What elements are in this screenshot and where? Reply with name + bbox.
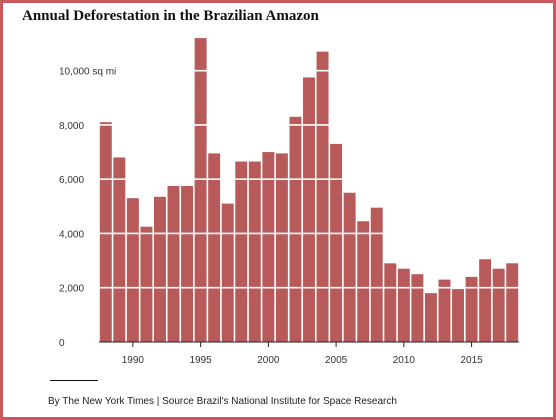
bar-1996 [208,153,221,342]
bar-2012 [424,293,437,342]
bar-2004 [316,51,329,342]
x-tick-label-2005: 2005 [325,355,348,366]
bar-2018 [506,263,519,342]
credit-rule [50,380,98,381]
y-tick-label-10000: 10,000 sq mi [59,67,116,78]
bar-2010 [397,268,410,342]
y-tick-label-2000: 2,000 [59,284,84,295]
x-tick-label-1995: 1995 [189,355,212,366]
bar-2016 [479,259,492,342]
x-tick-label-2000: 2000 [257,355,280,366]
bar-2001 [275,153,288,342]
bar-2014 [452,289,465,342]
credit-line: By The New York Times | Source Brazil's … [48,396,397,407]
bar-2006 [343,192,356,342]
bar-2013 [438,279,451,342]
bar-1995 [194,38,207,342]
chart-title: Annual Deforestation in the Brazilian Am… [22,8,319,24]
x-tick-labels: 1990 1995 2000 2005 2010 2015 [122,342,483,366]
bar-1991 [140,226,153,342]
bar-1998 [235,161,248,342]
y-tick-label-0: 0 [59,338,65,349]
bar-2007 [357,221,370,342]
bar-2008 [370,207,383,342]
y-tick-label-8000: 8,000 [59,121,84,132]
y-tick-labels: 0 2,000 4,000 6,000 8,000 10,000 sq mi [59,67,116,349]
y-tick-label-6000: 6,000 [59,175,84,186]
bar-1993 [167,185,180,342]
x-tick-label-1990: 1990 [122,355,145,366]
bar-2003 [303,77,315,343]
bar-2011 [411,274,424,342]
bar-2005 [330,143,343,342]
bar-1994 [181,185,194,342]
bar-1988 [99,122,112,342]
x-tick-label-2010: 2010 [393,355,416,366]
bars-group [99,38,519,343]
y-tick-label-4000: 4,000 [59,229,84,240]
bar-2015 [465,276,478,342]
bar-1997 [221,203,234,342]
bar-1990 [126,198,139,342]
bar-1989 [113,157,126,342]
bar-2000 [262,152,275,342]
x-tick-label-2015: 2015 [460,355,483,366]
gridlines-group [99,69,519,289]
bar-2002 [289,116,302,343]
bar-1999 [248,161,261,342]
bar-1992 [153,196,166,342]
bar-2009 [384,263,397,342]
bar-2017 [492,268,505,342]
